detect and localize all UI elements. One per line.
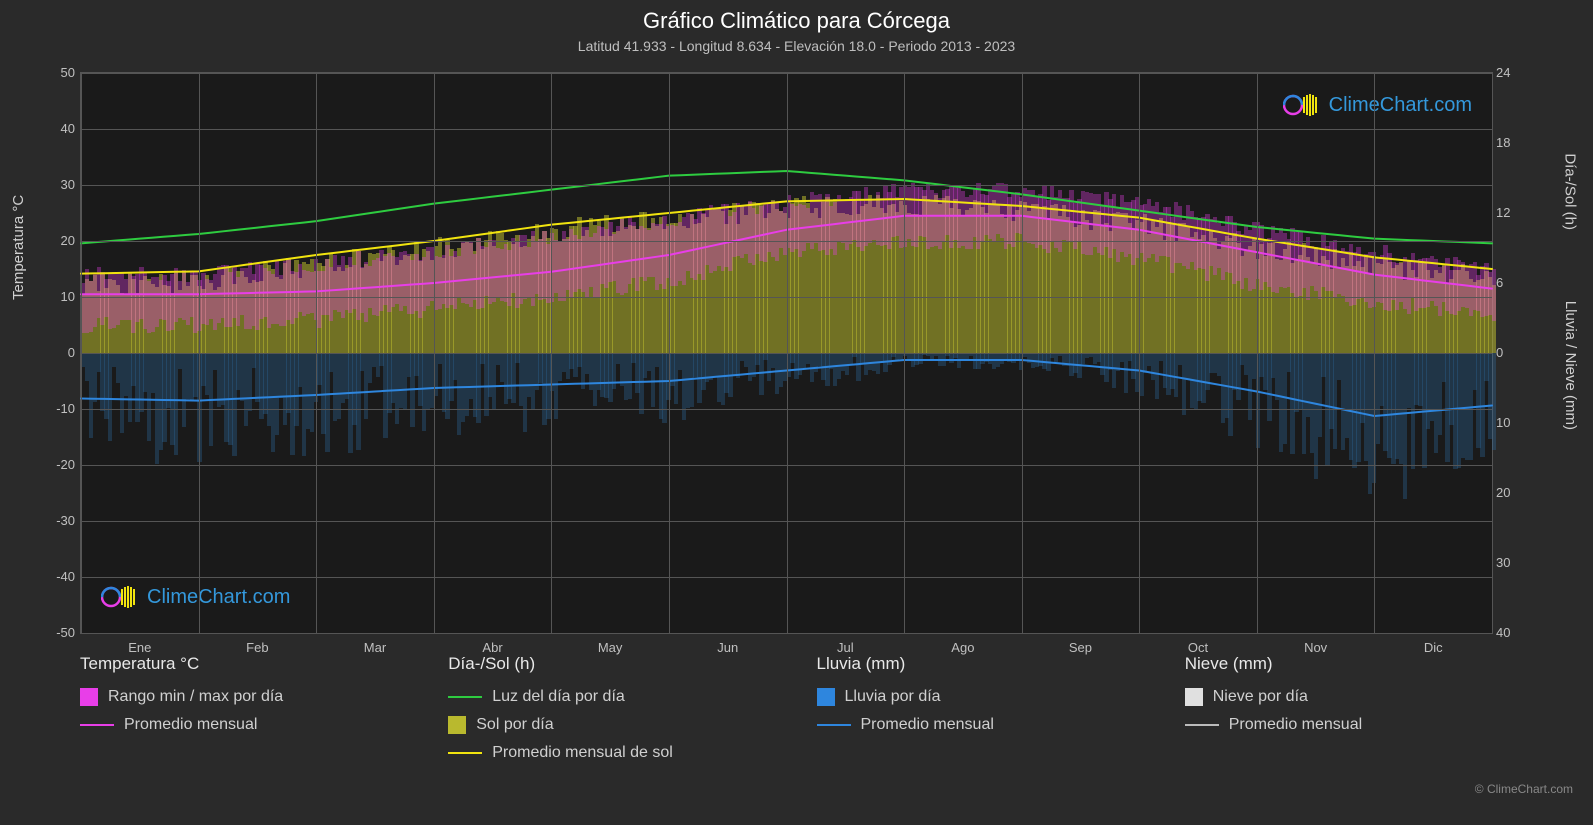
grid-line xyxy=(199,73,200,633)
y-tick-right: 20 xyxy=(1496,485,1526,500)
legend-item-label: Nieve por día xyxy=(1213,688,1308,706)
grid-line xyxy=(316,73,317,633)
y-tick-left: -50 xyxy=(41,625,75,640)
legend-group: Lluvia (mm) Lluvia por día Promedio mensua… xyxy=(817,654,1145,772)
legend-item-label: Promedio mensual xyxy=(861,716,994,734)
legend-item-label: Lluvia por día xyxy=(845,688,941,706)
y-axis-right-bottom-label: Lluvia / Nieve (mm) xyxy=(1562,301,1579,430)
x-tick-month: Oct xyxy=(1188,640,1208,655)
y-tick-left: -10 xyxy=(41,401,75,416)
legend-item-label: Rango min / max por día xyxy=(108,688,283,706)
x-tick-month: Mar xyxy=(364,640,386,655)
legend-item: Lluvia por día xyxy=(817,688,1145,706)
legend-swatch-icon xyxy=(80,688,98,706)
legend: Temperatura °C Rango min / max por día Pro… xyxy=(0,634,1593,782)
grid-line xyxy=(81,73,82,633)
legend-item: Nieve por día xyxy=(1185,688,1513,706)
x-tick-month: Abr xyxy=(482,640,502,655)
legend-swatch-icon xyxy=(448,716,466,734)
grid-line xyxy=(551,73,552,633)
climate-chart: Gráfico Climático para Córcega Latitud 4… xyxy=(0,0,1593,804)
legend-item: Promedio mensual de sol xyxy=(448,744,776,762)
legend-group: Temperatura °C Rango min / max por día Pro… xyxy=(80,654,408,772)
grid-line xyxy=(1374,73,1375,633)
legend-item-label: Promedio mensual xyxy=(124,716,257,734)
x-tick-month: Dic xyxy=(1424,640,1443,655)
legend-group-title: Lluvia (mm) xyxy=(817,654,1145,674)
legend-group: Día-/Sol (h) Luz del día por día Sol por d… xyxy=(448,654,776,772)
grid-line xyxy=(787,73,788,633)
y-tick-left: -20 xyxy=(41,457,75,472)
legend-item: Promedio mensual xyxy=(1185,716,1513,734)
legend-group: Nieve (mm) Nieve por día Promedio mensual xyxy=(1185,654,1513,772)
x-tick-month: Ene xyxy=(128,640,151,655)
plot-area: ClimeChart.com ClimeChart.com -50-40-30-… xyxy=(80,72,1493,634)
grid-line xyxy=(81,633,1492,634)
grid-line xyxy=(1022,73,1023,633)
legend-item: Luz del día por día xyxy=(448,688,776,706)
y-tick-right: 30 xyxy=(1496,555,1526,570)
legend-swatch-icon xyxy=(1185,688,1203,706)
grid-line xyxy=(1139,73,1140,633)
legend-item: Sol por día xyxy=(448,716,776,734)
grid-line xyxy=(1257,73,1258,633)
chart-title: Gráfico Climático para Córcega xyxy=(0,0,1593,34)
legend-item-label: Promedio mensual xyxy=(1229,716,1362,734)
y-tick-left: 20 xyxy=(41,233,75,248)
y-tick-right: 24 xyxy=(1496,65,1526,80)
y-tick-left: 0 xyxy=(41,345,75,360)
y-tick-right: 18 xyxy=(1496,135,1526,150)
y-axis-left-label: Temperatura °C xyxy=(10,195,27,300)
y-tick-left: -30 xyxy=(41,513,75,528)
y-tick-right: 0 xyxy=(1496,345,1526,360)
legend-item: Rango min / max por día xyxy=(80,688,408,706)
legend-line-icon xyxy=(448,696,482,698)
y-tick-left: 10 xyxy=(41,289,75,304)
legend-item-label: Promedio mensual de sol xyxy=(492,744,673,762)
legend-group-title: Día-/Sol (h) xyxy=(448,654,776,674)
y-tick-right: 6 xyxy=(1496,275,1526,290)
x-tick-month: Ago xyxy=(951,640,974,655)
legend-item: Promedio mensual xyxy=(80,716,408,734)
y-tick-left: 30 xyxy=(41,177,75,192)
legend-group-title: Nieve (mm) xyxy=(1185,654,1513,674)
y-tick-left: 40 xyxy=(41,121,75,136)
legend-item-label: Luz del día por día xyxy=(492,688,625,706)
legend-swatch-icon xyxy=(817,688,835,706)
y-axis-right-top-label: Día-/Sol (h) xyxy=(1562,153,1579,230)
x-tick-month: Sep xyxy=(1069,640,1092,655)
x-tick-month: May xyxy=(598,640,623,655)
copyright: © ClimeChart.com xyxy=(0,782,1593,804)
chart-subtitle: Latitud 41.933 - Longitud 8.634 - Elevac… xyxy=(0,38,1593,54)
x-tick-month: Nov xyxy=(1304,640,1327,655)
x-tick-month: Jun xyxy=(717,640,738,655)
y-tick-right: 40 xyxy=(1496,625,1526,640)
legend-line-icon xyxy=(448,752,482,754)
x-tick-month: Jul xyxy=(837,640,854,655)
y-tick-left: -40 xyxy=(41,569,75,584)
legend-line-icon xyxy=(80,724,114,726)
x-tick-month: Feb xyxy=(246,640,268,655)
legend-item-label: Sol por día xyxy=(476,716,553,734)
y-tick-left: 50 xyxy=(41,65,75,80)
legend-item: Promedio mensual xyxy=(817,716,1145,734)
legend-group-title: Temperatura °C xyxy=(80,654,408,674)
grid-line xyxy=(669,73,670,633)
grid-line xyxy=(434,73,435,633)
grid-line xyxy=(904,73,905,633)
legend-line-icon xyxy=(817,724,851,726)
y-tick-right: 10 xyxy=(1496,415,1526,430)
y-tick-right: 12 xyxy=(1496,205,1526,220)
legend-line-icon xyxy=(1185,724,1219,726)
